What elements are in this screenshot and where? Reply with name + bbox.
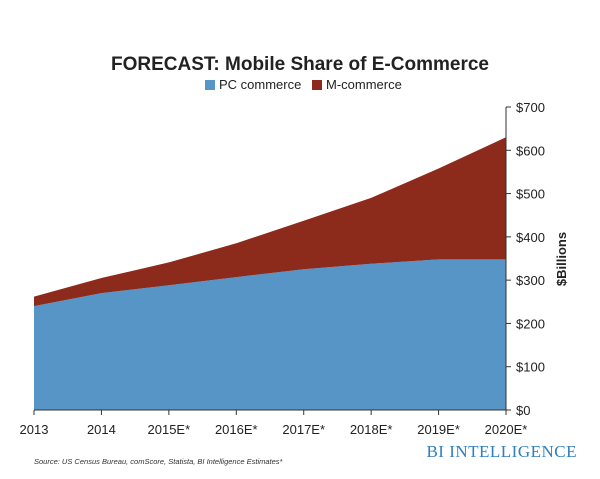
area-series-m-commerce bbox=[34, 137, 506, 307]
y-tick-label: $500 bbox=[516, 187, 545, 202]
legend-swatch-pc bbox=[205, 80, 215, 90]
x-tick-label: 2014 bbox=[87, 422, 116, 437]
area-series-pc-commerce bbox=[34, 259, 506, 410]
chart-title: FORECAST: Mobile Share of E-Commerce bbox=[111, 54, 489, 75]
legend-swatch-mobile bbox=[312, 80, 322, 90]
legend: PC commerce M-commerce bbox=[205, 77, 402, 92]
source-note: Source: US Census Bureau, comScore, Stat… bbox=[34, 457, 284, 466]
x-tick-label: 2020E* bbox=[485, 422, 528, 437]
y-tick-label: $200 bbox=[516, 316, 545, 331]
legend-label-mobile: M-commerce bbox=[326, 77, 402, 92]
x-tick-label: 2013 bbox=[20, 422, 49, 437]
y-tick-label: $600 bbox=[516, 143, 545, 158]
x-tick-label: 2017E* bbox=[282, 422, 325, 437]
y-tick-label: $700 bbox=[516, 100, 545, 115]
y-tick-label: $0 bbox=[516, 403, 530, 418]
y-tick-label: $300 bbox=[516, 273, 545, 288]
x-tick-label: 2019E* bbox=[417, 422, 460, 437]
y-tick-label: $400 bbox=[516, 230, 545, 245]
x-tick-label: 2016E* bbox=[215, 422, 258, 437]
x-tick-label: 2018E* bbox=[350, 422, 393, 437]
brand-logo: BI INTELLIGENCE bbox=[426, 442, 577, 461]
plot-area: 2013 2014 2015E* 2016E* 2017E* 2018E* 2019E* 20… bbox=[20, 100, 545, 437]
x-tick-label: 2015E* bbox=[148, 422, 191, 437]
y-axis-label: $Billions bbox=[554, 232, 569, 286]
y-tick-label: $100 bbox=[516, 360, 545, 375]
legend-label-pc: PC commerce bbox=[219, 77, 301, 92]
